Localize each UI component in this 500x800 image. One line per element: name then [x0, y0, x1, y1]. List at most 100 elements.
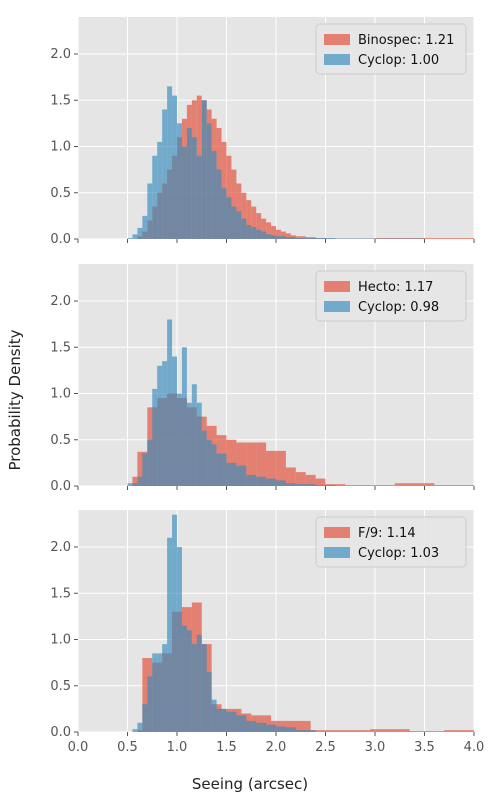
histogram-bar: [162, 361, 168, 486]
histogram-bar: [280, 231, 286, 239]
histogram-bar: [211, 151, 217, 239]
histogram-bar: [251, 226, 257, 239]
histogram-bar: [177, 123, 182, 239]
histogram-bar: [271, 226, 276, 239]
histogram-bar: [295, 472, 306, 486]
histogram-bar: [246, 474, 257, 486]
panels-group: 0.0 0.5 1.0 1.5 2.0 Binospec: 1.21 Cyclop: 1.0…: [50, 17, 484, 755]
histogram-bar: [295, 730, 316, 732]
histogram-bar: [157, 365, 163, 486]
histogram-bar: [201, 430, 207, 486]
histogram-bar: [231, 206, 237, 239]
x-tick-label: 3.0: [365, 740, 386, 755]
histogram-bar: [216, 453, 227, 486]
histogram-bar: [370, 729, 410, 732]
histogram-bar: [340, 730, 371, 732]
histogram-bar: [191, 137, 197, 239]
y-tick-label: 1.0: [50, 140, 71, 155]
histogram-bar: [196, 155, 202, 239]
histogram-bar: [276, 726, 286, 732]
legend-swatch: [324, 527, 350, 538]
legend-entry: Hecto: 1.17: [358, 280, 433, 295]
histogram-bar: [132, 729, 138, 732]
histogram-bar: [295, 238, 316, 239]
histogram-bar: [345, 485, 366, 486]
legend: Binospec: 1.21 Cyclop: 1.00: [315, 23, 467, 75]
histogram-bar: [266, 724, 276, 732]
y-tick-label: 2.0: [50, 294, 71, 309]
legend-swatch: [324, 54, 350, 65]
histogram-bar: [315, 478, 326, 486]
histogram-bar: [186, 128, 192, 239]
histogram-bar: [216, 169, 222, 239]
histogram-bar: [206, 671, 212, 732]
legend-entry: Cyclop: 0.98: [358, 300, 439, 315]
y-tick-label: 2.0: [50, 47, 71, 62]
histogram-bar: [251, 206, 257, 239]
histogram-bar: [276, 229, 281, 239]
histogram-bar: [191, 384, 197, 486]
histogram-bar: [137, 227, 143, 239]
histogram-bar: [177, 547, 182, 732]
y-tick-label: 1.5: [50, 586, 71, 601]
x-tick-label: 3.5: [414, 740, 435, 755]
histogram-bar: [201, 100, 207, 239]
x-tick-label: 2.0: [266, 740, 287, 755]
histogram-bar: [266, 478, 276, 486]
histogram-bar: [167, 537, 173, 732]
y-tick-label: 1.0: [50, 633, 71, 648]
series-cyclop: [127, 86, 425, 239]
histogram-bar: [157, 653, 163, 732]
legend-swatch: [324, 547, 350, 558]
histogram-bar: [231, 169, 237, 239]
histogram-bar: [147, 183, 153, 239]
y-tick-label: 0.0: [50, 232, 71, 247]
x-axis-label: Seeing (arcsec): [192, 775, 308, 793]
histogram-bar: [211, 444, 217, 486]
y-tick-label: 1.5: [50, 340, 71, 355]
histogram-bar: [261, 218, 267, 239]
histogram-bar: [172, 356, 177, 486]
histogram-bar: [305, 474, 316, 486]
histogram-bar: [315, 238, 336, 239]
histogram-bar: [266, 222, 272, 239]
histogram-bar: [246, 720, 257, 732]
histogram-bar: [162, 109, 168, 239]
x-tick-label: 4.0: [464, 740, 485, 755]
legend-entry: F/9: 1.14: [358, 526, 416, 541]
histogram-bar: [177, 393, 182, 486]
histogram-bar: [147, 439, 153, 486]
histogram-bar: [241, 218, 247, 239]
histogram-bar: [315, 485, 336, 486]
histogram-bar: [236, 211, 242, 239]
histogram-bar: [285, 467, 296, 486]
y-tick-label: 1.0: [50, 387, 71, 402]
legend-swatch: [324, 301, 350, 312]
legend-box: [315, 23, 467, 75]
histogram-bar: [191, 644, 197, 732]
series-cyclop: [132, 514, 316, 732]
histogram-bar: [335, 484, 346, 486]
histogram-bar: [394, 483, 435, 486]
histogram-bar: [137, 722, 143, 732]
legend-entry: Cyclop: 1.03: [358, 546, 439, 561]
histogram-bar: [256, 229, 262, 239]
histogram-bar: [424, 238, 474, 239]
histogram-bar: [226, 462, 237, 486]
x-tick-label: 1.0: [167, 740, 188, 755]
histogram-bar: [266, 450, 276, 486]
y-axis-label: Probability Density: [6, 329, 24, 470]
histogram-bar: [127, 238, 133, 239]
histogram-bar: [276, 236, 286, 239]
panel-2: 0.0 0.5 1.0 1.5 2.0 Hecto: 1.17 Cyclop: 0.98: [50, 264, 475, 494]
histogram-bar: [285, 233, 291, 239]
panel-1: 0.0 0.5 1.0 1.5 2.0 Binospec: 1.21 Cyclop: 1.0…: [50, 17, 475, 247]
histogram-bar: [365, 485, 375, 486]
histogram-bar: [196, 634, 202, 732]
histogram-bar: [285, 483, 296, 486]
histogram-bar: [409, 731, 445, 732]
histogram-bar: [241, 192, 247, 239]
y-tick-label: 2.0: [50, 540, 71, 555]
x-tick-label: 2.5: [315, 740, 336, 755]
